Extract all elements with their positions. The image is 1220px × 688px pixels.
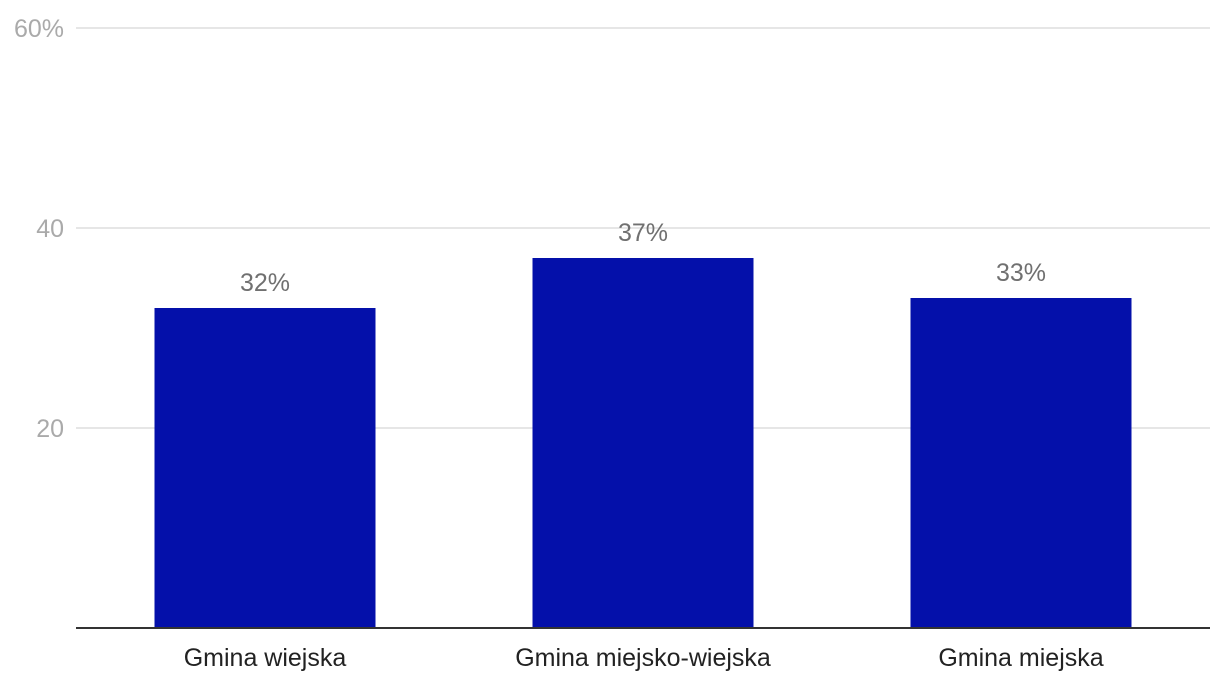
y-axis-ticks: 20 40 60% (14, 15, 64, 443)
bar (910, 298, 1132, 628)
x-tick-label: Gmina miejsko-wiejska (515, 644, 771, 672)
data-label: 37% (618, 219, 668, 247)
y-tick-label: 40 (36, 215, 64, 243)
x-axis-ticks: Gmina wiejska Gmina miejsko-wiejska Gmina … (184, 644, 1104, 672)
data-labels: 32% 37% 33% (240, 219, 1046, 297)
bars (154, 258, 1132, 628)
data-label: 33% (996, 259, 1046, 287)
x-tick-label: Gmina miejska (938, 644, 1103, 672)
bar (154, 308, 376, 628)
y-tick-label: 60% (14, 15, 64, 43)
bar (532, 258, 754, 628)
y-tick-label: 20 (36, 415, 64, 443)
x-tick-label: Gmina wiejska (184, 644, 347, 672)
data-label: 32% (240, 269, 290, 297)
